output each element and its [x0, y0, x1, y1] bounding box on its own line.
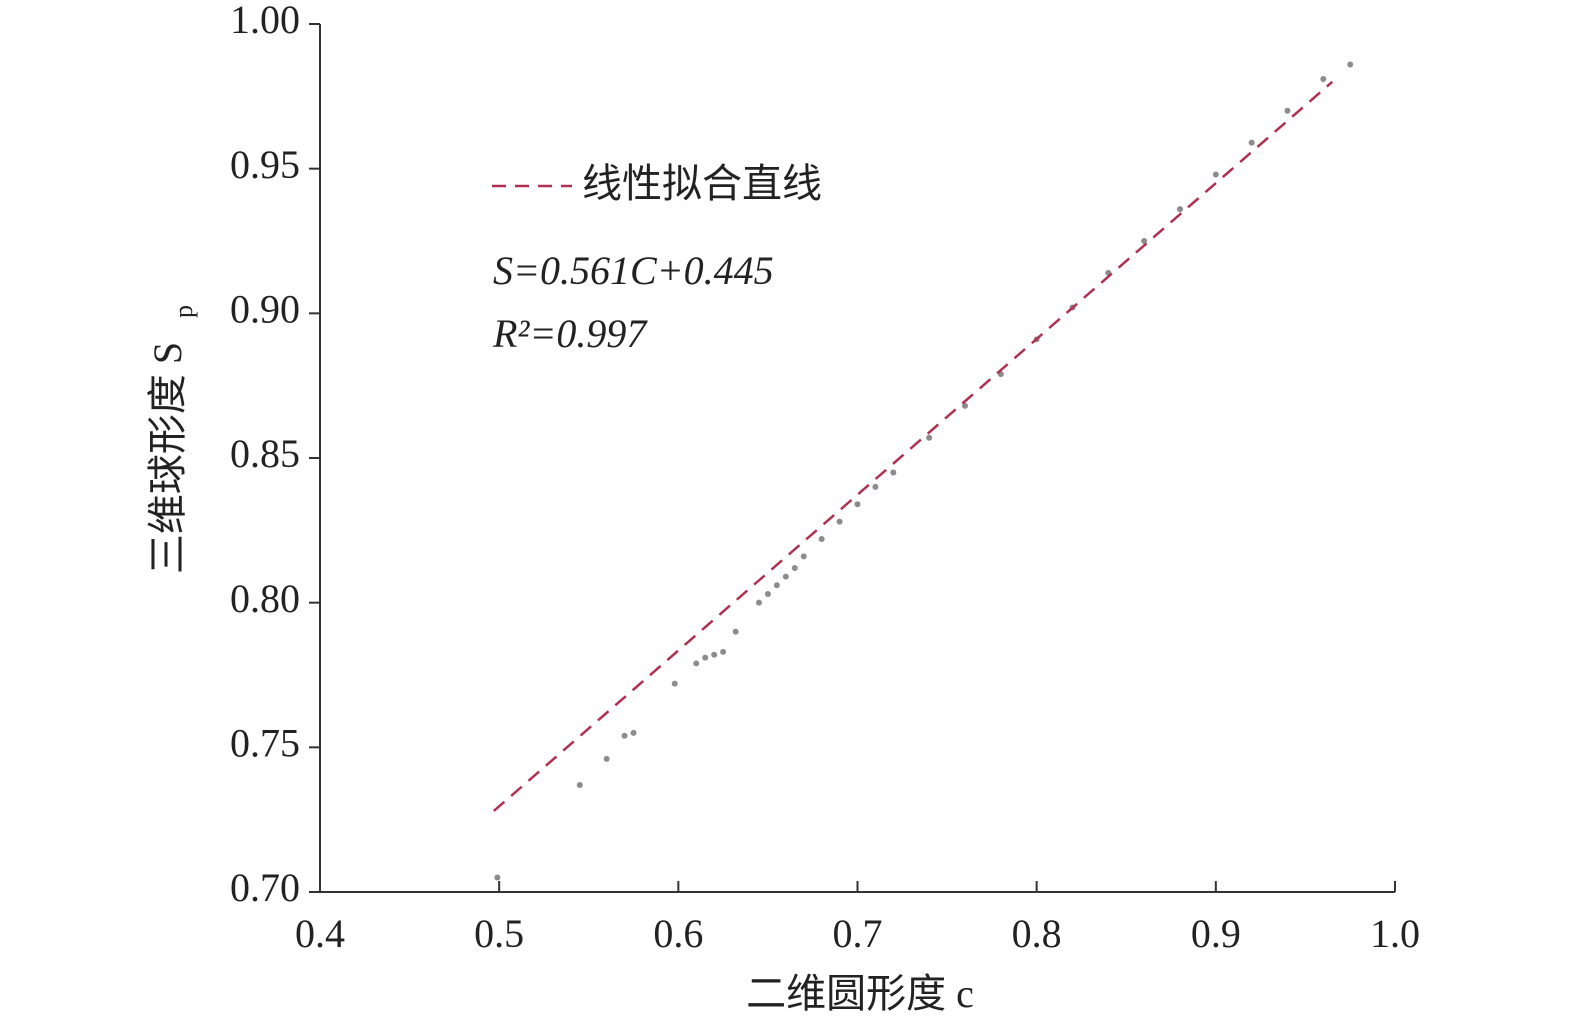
x-tick-label: 0.9	[1191, 911, 1241, 956]
scatter-point	[603, 755, 610, 762]
scatter-point	[1248, 139, 1255, 146]
x-tick-label: 0.5	[474, 911, 524, 956]
y-axis-label-group: 三维球形度 S	[145, 342, 190, 574]
scatter-point	[621, 732, 628, 739]
scatter-point	[494, 874, 501, 881]
scatter-point	[926, 434, 933, 441]
scatter-point	[711, 651, 718, 658]
scatter-point	[872, 483, 879, 490]
scatter-point	[773, 582, 780, 589]
y-tick-label: 0.90	[230, 287, 300, 332]
y-tick-label: 0.75	[230, 721, 300, 766]
scatter-point	[732, 628, 739, 635]
scatter-point	[1177, 206, 1183, 213]
y-tick-label: 0.80	[230, 576, 300, 621]
scatter-point	[800, 553, 807, 560]
scatter-point	[1347, 61, 1354, 68]
y-tick-label: 1.00	[230, 0, 300, 42]
scatter-point	[962, 402, 968, 409]
scatter-point	[576, 781, 583, 788]
scatter-point	[720, 648, 727, 655]
scatter-point	[764, 590, 771, 597]
x-tick-label: 1.0	[1370, 911, 1420, 956]
scatter-point	[836, 518, 843, 525]
scatter-point	[782, 573, 789, 580]
scatter-point	[702, 654, 709, 661]
scatter-point	[1284, 107, 1291, 114]
y-tick-label: 0.95	[230, 142, 300, 187]
x-tick-label: 0.4	[295, 911, 345, 956]
scatter-point	[1320, 75, 1327, 82]
scatter-point	[818, 536, 825, 543]
scatter-point	[1212, 171, 1219, 178]
fit-line	[492, 80, 1334, 812]
scatter-point	[854, 501, 861, 508]
y-tick-label: 0.85	[230, 431, 300, 476]
y-axis-subscript-group: p	[169, 305, 198, 318]
x-axis-label: 二维圆形度 c	[746, 971, 974, 1016]
scatter-point	[693, 660, 700, 667]
scatter-point	[671, 680, 678, 687]
y-tick-label: 0.70	[230, 865, 300, 910]
x-tick-label: 0.6	[653, 911, 703, 956]
scatter-point	[890, 469, 897, 476]
scatter-point	[791, 564, 798, 571]
x-tick-label: 0.7	[833, 911, 883, 956]
legend-label: 线性拟合直线	[582, 161, 822, 206]
y-axis-label: 三维球形度 S	[145, 342, 190, 574]
scatter-point	[755, 599, 762, 606]
r-squared: R²=0.997	[492, 311, 648, 356]
fit-equation: S=0.561C+0.445	[493, 248, 774, 293]
y-axis-label-subscript: p	[169, 305, 198, 318]
x-tick-label: 0.8	[1012, 911, 1062, 956]
scatter-point	[630, 729, 637, 736]
